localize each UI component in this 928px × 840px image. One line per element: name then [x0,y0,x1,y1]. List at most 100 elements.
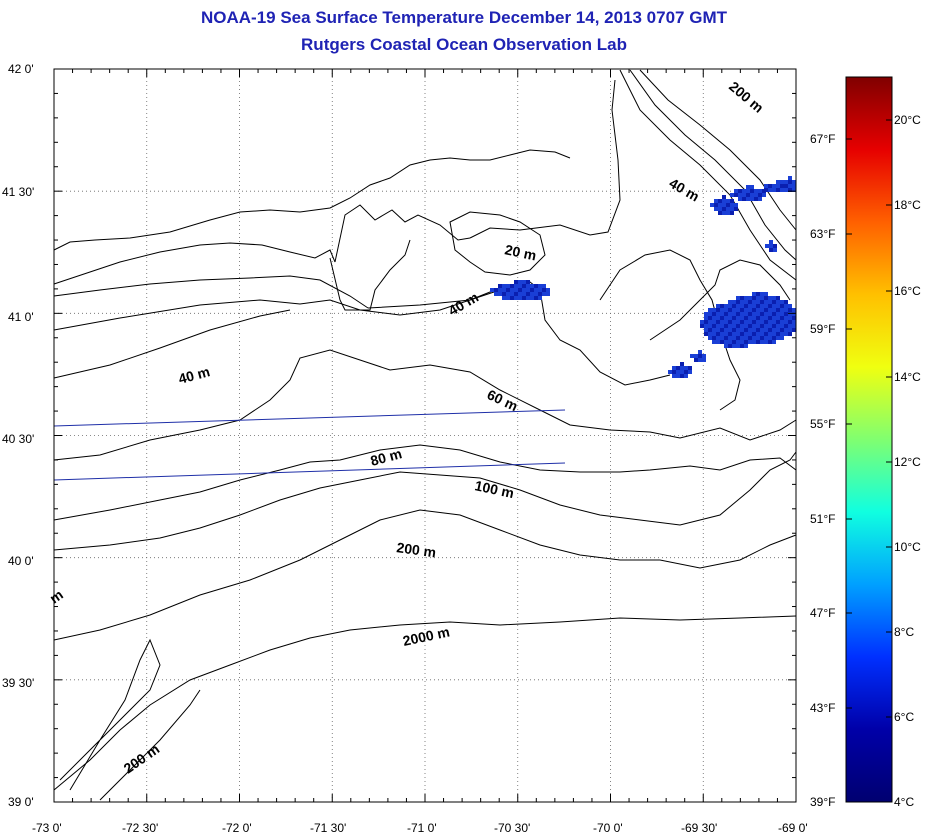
sst-pixel [718,203,722,207]
sst-pixel [704,324,708,328]
latitude-labels: 42 0' 41 30' 41 0' 40 30' 40 0' 39 30' 3… [2,62,34,809]
sst-pixel [776,308,780,312]
sst-pixel [712,324,716,328]
sst-pixel [498,288,502,292]
sst-pixel [740,312,744,316]
sst-pixel [768,312,772,316]
sst-pixel [784,316,788,320]
sst-pixel [764,340,768,344]
sst-pixel [788,180,792,184]
sst-pixel [769,240,773,244]
sst-pixel [732,328,736,332]
sst-pixel [758,193,762,197]
sst-pixel [756,328,760,332]
sst-pixel [754,189,758,193]
sst-pixel [510,292,514,296]
colorbar-fahrenheit-labels: 67°F 63°F 59°F 55°F 51°F 47°F 43°F 39°F [810,132,835,809]
sst-pixel [752,340,756,344]
sst-pixel [772,340,776,344]
sst-pixel [498,284,502,288]
sst-pixel [744,308,748,312]
sst-pixel [708,324,712,328]
sst-pixel [714,203,718,207]
sst-pixel [765,244,769,248]
sst-pixel [792,316,796,320]
cb-label-20c: 20°C [894,113,921,127]
cb-label-16c: 16°C [894,284,921,298]
axis-ticks [53,68,797,803]
sst-pixel [764,308,768,312]
lon-label-71: -71 0' [407,821,437,835]
sst-pixel [720,328,724,332]
sst-pixel [760,340,764,344]
sst-pixel [530,296,534,300]
contour-2000m [53,615,797,791]
sst-pixel [784,308,788,312]
sst-pixel [720,332,724,336]
contour-deep-ne-2 [629,69,797,261]
sst-pixel [542,284,546,288]
sst-pixel [724,332,728,336]
sst-pixel [728,328,732,332]
sst-pixel [768,320,772,324]
contour-200m [53,509,797,641]
contour-deep-ne-1 [619,69,797,281]
sst-pixel [780,304,784,308]
sst-pixel [722,203,726,207]
sst-pixel [730,193,734,197]
sst-pixel [738,189,742,193]
sst-pixel [764,184,768,188]
sst-pixel [716,308,720,312]
sst-pixel [748,296,752,300]
sst-pixel [784,332,788,336]
sst-pixel [514,280,518,284]
sst-pixel [792,308,796,312]
sst-pixel [728,312,732,316]
sst-pixel [752,312,756,316]
sst-pixel [788,324,792,328]
sst-pixel [752,300,756,304]
sst-pixel [720,304,724,308]
sst-pixel [772,324,776,328]
sst-pixel [514,284,518,288]
sst-pixel [720,336,724,340]
sst-pixel [788,304,792,308]
sst-pixel [776,184,780,188]
sst-pixel [752,332,756,336]
sst-pixel [708,328,712,332]
sst-pixel [788,320,792,324]
sst-pixel [724,328,728,332]
georges-bank-edge [649,259,791,341]
map-subtitle: Rutgers Coastal Ocean Observation Lab [301,35,627,54]
lat-label-40: 40 0' [8,554,34,568]
sst-pixel [784,184,788,188]
sst-pixel [744,312,748,316]
sst-pixel [754,197,758,201]
sst-pixel [724,336,728,340]
sst-pixel [704,320,708,324]
sst-pixel [494,288,498,292]
sst-pixel [708,332,712,336]
sst-pixel [746,185,750,189]
sst-pixel [740,316,744,320]
lon-label-73: -73 0' [32,821,62,835]
sst-pixel [526,292,530,296]
sst-pixel [736,300,740,304]
sst-pixel [728,320,732,324]
sst-pixel [518,292,522,296]
sst-pixel [750,193,754,197]
sst-pixel [748,332,752,336]
cb-label-59f: 59°F [810,322,835,336]
sst-pixel [762,193,766,197]
sst-pixel [684,366,688,370]
cb-label-39f: 39°F [810,795,835,809]
sst-pixel [514,292,518,296]
sst-pixel [740,300,744,304]
sst-pixel [726,199,730,203]
sst-pixel [720,312,724,316]
sst-pixel [740,304,744,308]
longitude-labels: -73 0' -72 30' -72 0' -71 30' -71 0' -70… [32,821,808,835]
sst-pixel [740,336,744,340]
sst-pixel [672,370,676,374]
